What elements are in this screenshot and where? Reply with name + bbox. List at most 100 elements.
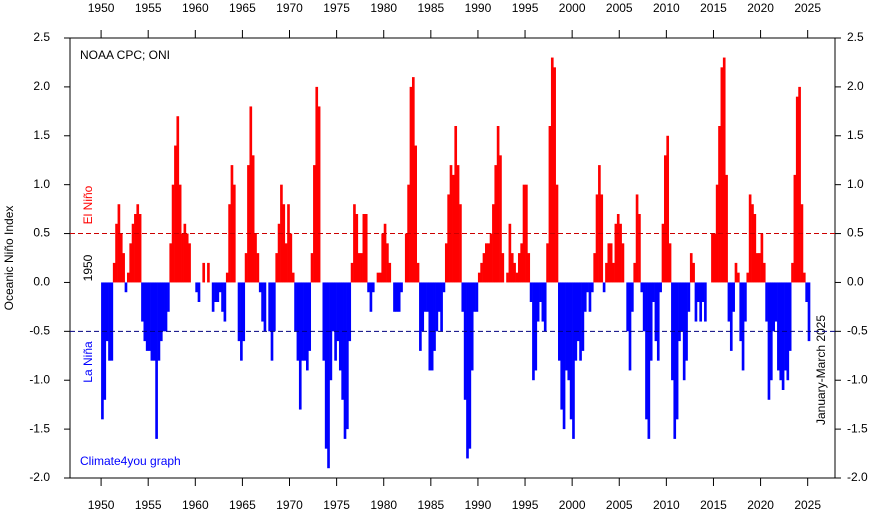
y-tick-label-right: -1.0 [847,372,868,386]
bar [207,262,210,283]
bar [788,282,792,351]
bar [586,282,589,293]
bar [218,282,222,293]
bar [638,214,641,283]
bar [393,282,396,312]
bar [774,282,778,322]
bar [324,282,328,449]
bar [800,204,804,283]
bar [228,204,231,283]
bar [513,262,516,283]
bar [169,243,173,283]
bar [701,282,705,302]
bar [181,233,184,283]
bar [682,282,686,381]
bar [598,165,601,283]
bar [258,282,262,293]
bar [595,194,599,283]
bar [444,243,448,283]
bar [626,282,629,332]
x-tick-label: 2020 [747,498,774,512]
bar [696,282,700,302]
bar [397,282,401,312]
bar [753,214,757,283]
x-tick-label-top: 1950 [88,1,115,15]
plot-frame [69,37,836,479]
bar [348,282,352,342]
bar [654,282,658,342]
bar [296,282,300,361]
bar [487,243,491,283]
bar [732,282,735,312]
bar [609,243,613,283]
bar [447,194,450,283]
bar [341,282,344,400]
y-tick-label: 1.5 [33,128,50,142]
bar [315,86,319,283]
bar [223,282,227,322]
bar [635,194,639,283]
bar [313,165,316,283]
el-nino-label: El Niño [81,185,95,224]
y-tick-label: 0.5 [33,226,50,240]
bar [807,282,811,342]
bar [145,282,149,351]
x-tick-label: 1985 [417,498,444,512]
bar [560,282,564,410]
x-tick-label-top: 2005 [606,1,633,15]
bar [338,282,342,371]
x-tick-label: 1995 [512,498,539,512]
bar [174,145,177,283]
bar [593,253,597,283]
bar [268,282,271,332]
bar [621,243,625,283]
bar [600,194,604,283]
bar [211,282,215,312]
x-tick-label-top: 2015 [700,1,727,15]
bar [532,282,535,381]
bar [367,282,370,293]
bar [614,223,618,283]
bar [115,223,118,283]
bar [739,282,743,342]
bar [475,282,479,312]
bar [110,282,114,361]
bar [664,155,667,283]
bar [574,282,578,361]
bar [762,262,766,283]
bar [769,282,773,381]
bar [273,282,276,332]
x-tick-label: 1950 [88,498,115,512]
bar [694,282,698,322]
bar [225,272,229,283]
bar [386,243,389,283]
y-tick-label: -1.0 [29,372,50,386]
end-label: January-March 2025 [814,315,828,425]
bar [633,262,637,283]
bar [501,253,505,283]
x-tick-label-top: 1955 [135,1,162,15]
bar [607,243,611,283]
bar [440,282,443,332]
bar [543,282,547,332]
bar [751,204,754,283]
bar [777,282,780,371]
bar [508,223,512,283]
bar [303,282,307,361]
bar [699,282,702,322]
bar [553,67,556,283]
bar [138,214,142,283]
x-tick-label-top: 2020 [747,1,774,15]
bar [692,262,695,283]
bar [129,243,133,283]
bar [482,253,486,283]
bar [256,253,260,283]
bar [569,282,573,420]
bar [277,223,281,283]
bar [117,204,121,283]
x-tick-label-top: 1975 [323,1,350,15]
bar [539,282,542,302]
bar [261,282,264,322]
bar [254,233,257,283]
bar [369,282,373,312]
